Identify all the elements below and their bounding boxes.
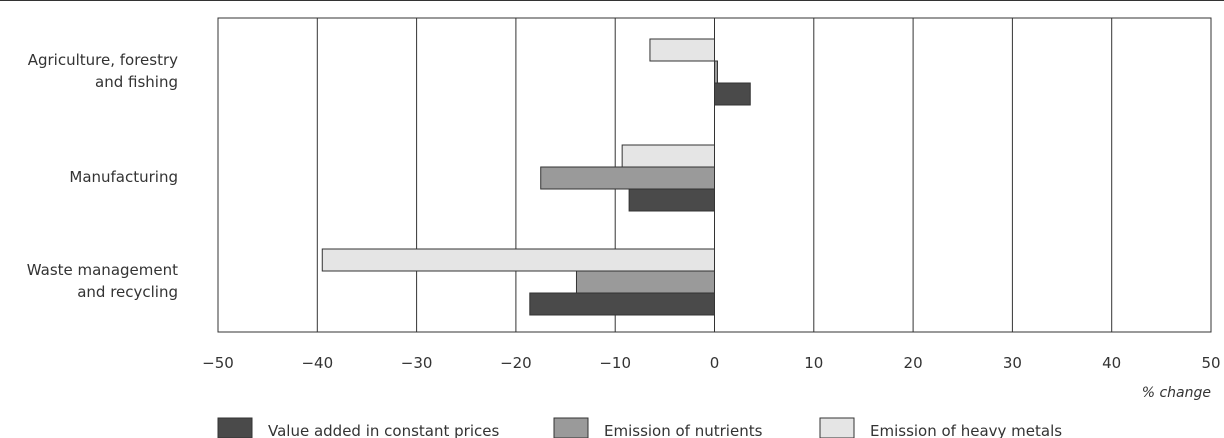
x-tick-label: 10: [804, 354, 823, 372]
legend-label: Emission of nutrients: [604, 422, 763, 438]
x-tick-label: 30: [1003, 354, 1022, 372]
bars: [321, 38, 751, 316]
category-label: Waste management: [27, 261, 178, 279]
bar: [714, 60, 718, 84]
category-label: Agriculture, forestry: [28, 51, 178, 69]
bar: [621, 144, 715, 168]
category-label: Manufacturing: [69, 168, 178, 186]
legend-label: Value added in constant prices: [268, 422, 499, 438]
legend-swatch: [819, 417, 855, 438]
bar: [575, 270, 716, 294]
category-labels: Agriculture, forestry and fishing Manufact…: [27, 51, 178, 301]
legend-label: Emission of heavy metals: [870, 422, 1062, 438]
x-tick-label: −30: [401, 354, 433, 372]
x-tick-label: 40: [1102, 354, 1121, 372]
x-tick-label: −20: [500, 354, 532, 372]
x-tick-label: −40: [301, 354, 333, 372]
x-tick-label: −50: [202, 354, 234, 372]
x-tick-label: −10: [599, 354, 631, 372]
bar: [628, 188, 715, 212]
plot-frame: [217, 17, 1212, 333]
bar: [649, 38, 716, 62]
x-tick-label: 0: [710, 354, 720, 372]
legend: Value added in constant prices Emission o…: [217, 417, 1062, 438]
bar: [540, 166, 715, 190]
legend-swatch: [553, 417, 589, 438]
bar: [714, 82, 751, 106]
category-label: and fishing: [95, 73, 178, 91]
bar: [321, 248, 715, 272]
bar: [529, 292, 715, 316]
legend-swatch: [217, 417, 253, 438]
x-tick-label: 50: [1201, 354, 1220, 372]
x-tick-label: 20: [904, 354, 923, 372]
tick-labels: −50 −40 −30 −20 −10 0 10 20 30 40 50: [202, 354, 1220, 372]
category-label: and recycling: [77, 283, 178, 301]
x-unit-label: % change: [1142, 385, 1211, 401]
